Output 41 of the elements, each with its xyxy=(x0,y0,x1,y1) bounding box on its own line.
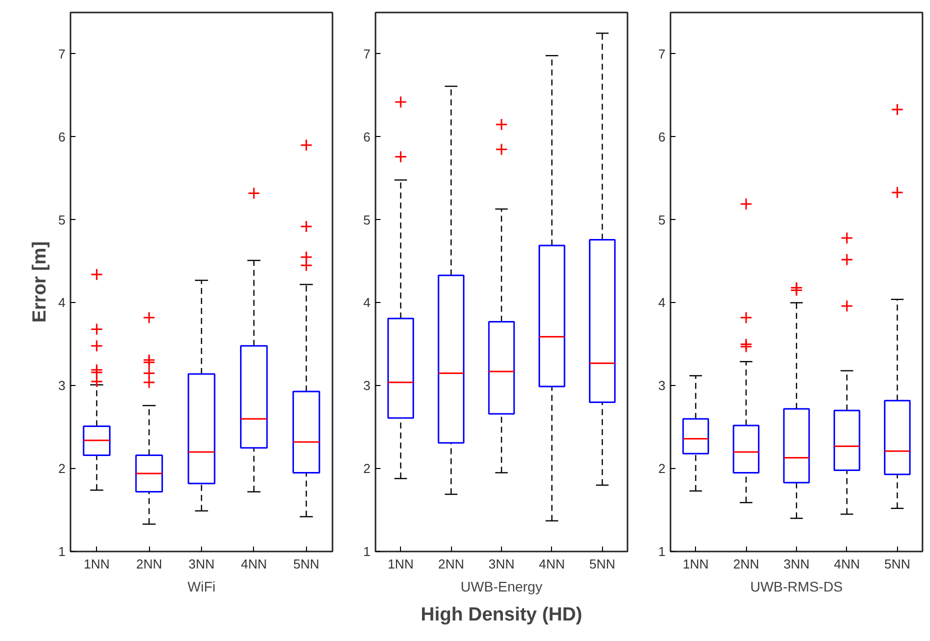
y-tick-label: 2 xyxy=(58,461,66,476)
y-tick-label: 1 xyxy=(58,544,66,559)
x-tick-label: 1NN xyxy=(388,556,414,572)
y-tick-label: 2 xyxy=(363,461,371,476)
y-tick-label: 7 xyxy=(363,46,371,62)
x-tick-label: 5NN xyxy=(884,556,910,572)
y-tick-label: 6 xyxy=(363,129,371,144)
x-tick-label: 3NN xyxy=(188,556,215,572)
x-tick-label: 2NN xyxy=(136,556,162,572)
x-tick-label: 2NN xyxy=(733,556,760,572)
y-tick-label: 5 xyxy=(363,212,371,228)
y-tick-label: 3 xyxy=(58,378,66,394)
x-tick-label: 2NN xyxy=(438,556,464,572)
y-tick-label: 4 xyxy=(658,295,666,310)
y-tick-label: 1 xyxy=(658,544,666,559)
x-tick-label: 1NN xyxy=(682,556,709,572)
x-axis-title: UWB-Energy xyxy=(460,578,542,594)
y-tick-label: 3 xyxy=(363,378,371,394)
y-tick-label: 5 xyxy=(58,212,66,228)
x-tick-label: 3NN xyxy=(488,556,515,572)
x-tick-label: 4NN xyxy=(240,556,267,572)
y-tick-label: 2 xyxy=(658,461,666,476)
x-tick-label: 4NN xyxy=(834,556,860,572)
y-tick-label: 7 xyxy=(58,46,66,62)
y-tick-label: 6 xyxy=(58,129,66,144)
y-tick-label: 3 xyxy=(658,378,666,394)
y-tick-label: 6 xyxy=(658,129,666,144)
x-tick-label: 1NN xyxy=(84,556,110,572)
text: High Density (HD) xyxy=(420,604,582,626)
x-tick-label: 5NN xyxy=(589,556,616,572)
y-tick-label: 4 xyxy=(363,295,371,310)
x-tick-label: 4NN xyxy=(538,556,565,572)
x-axis-title: UWB-RMS-DS xyxy=(750,578,843,594)
y-tick-label: 7 xyxy=(658,46,666,62)
x-tick-label: 5NN xyxy=(293,556,320,572)
x-tick-label: 3NN xyxy=(783,556,810,572)
y-axis-title: Error [m] xyxy=(29,241,50,323)
x-axis-title: WiFi xyxy=(188,578,216,594)
y-tick-label: 4 xyxy=(58,295,66,310)
y-tick-label: 1 xyxy=(363,544,371,559)
y-tick-label: 5 xyxy=(658,212,666,228)
